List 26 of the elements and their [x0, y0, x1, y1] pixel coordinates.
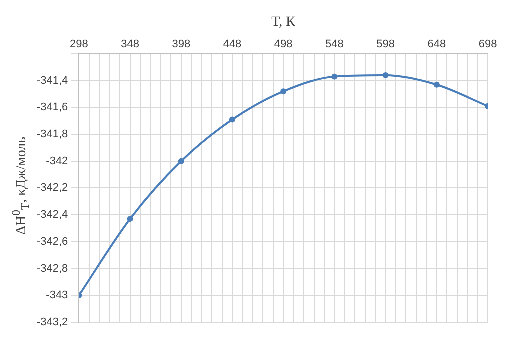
x-tick-label: 598: [376, 38, 395, 50]
y-tick-label: -343: [46, 289, 68, 302]
point: [332, 73, 338, 80]
point: [127, 216, 134, 222]
x-tick-label: 698: [478, 38, 498, 50]
x-tick-label: 548: [326, 38, 344, 50]
point: [280, 88, 287, 94]
y-tick-label: -341,4: [36, 74, 68, 86]
y-tick-label: -341,6: [36, 101, 68, 114]
y-tick-label: -342,6: [36, 235, 68, 248]
y-tick-label: -342,4: [36, 208, 68, 221]
point: [434, 81, 440, 88]
y-tick-label: -341,8: [36, 128, 68, 140]
x-tick-label: 448: [223, 38, 242, 50]
x-tick-label: 298: [70, 38, 88, 50]
point: [178, 158, 184, 164]
y-tick-label: -342,8: [36, 262, 68, 274]
y-tick-label: -343,2: [36, 316, 68, 328]
y-tick-label: -342,2: [36, 182, 68, 194]
x-tick-label: 398: [172, 38, 191, 50]
point: [229, 116, 236, 122]
x-tick-label: 348: [121, 38, 140, 50]
y-tick-label: -342: [46, 154, 68, 167]
x-axis-title: T, К: [272, 14, 296, 30]
x-tick-label: 648: [428, 38, 446, 50]
x-tick-label: 498: [274, 38, 293, 50]
